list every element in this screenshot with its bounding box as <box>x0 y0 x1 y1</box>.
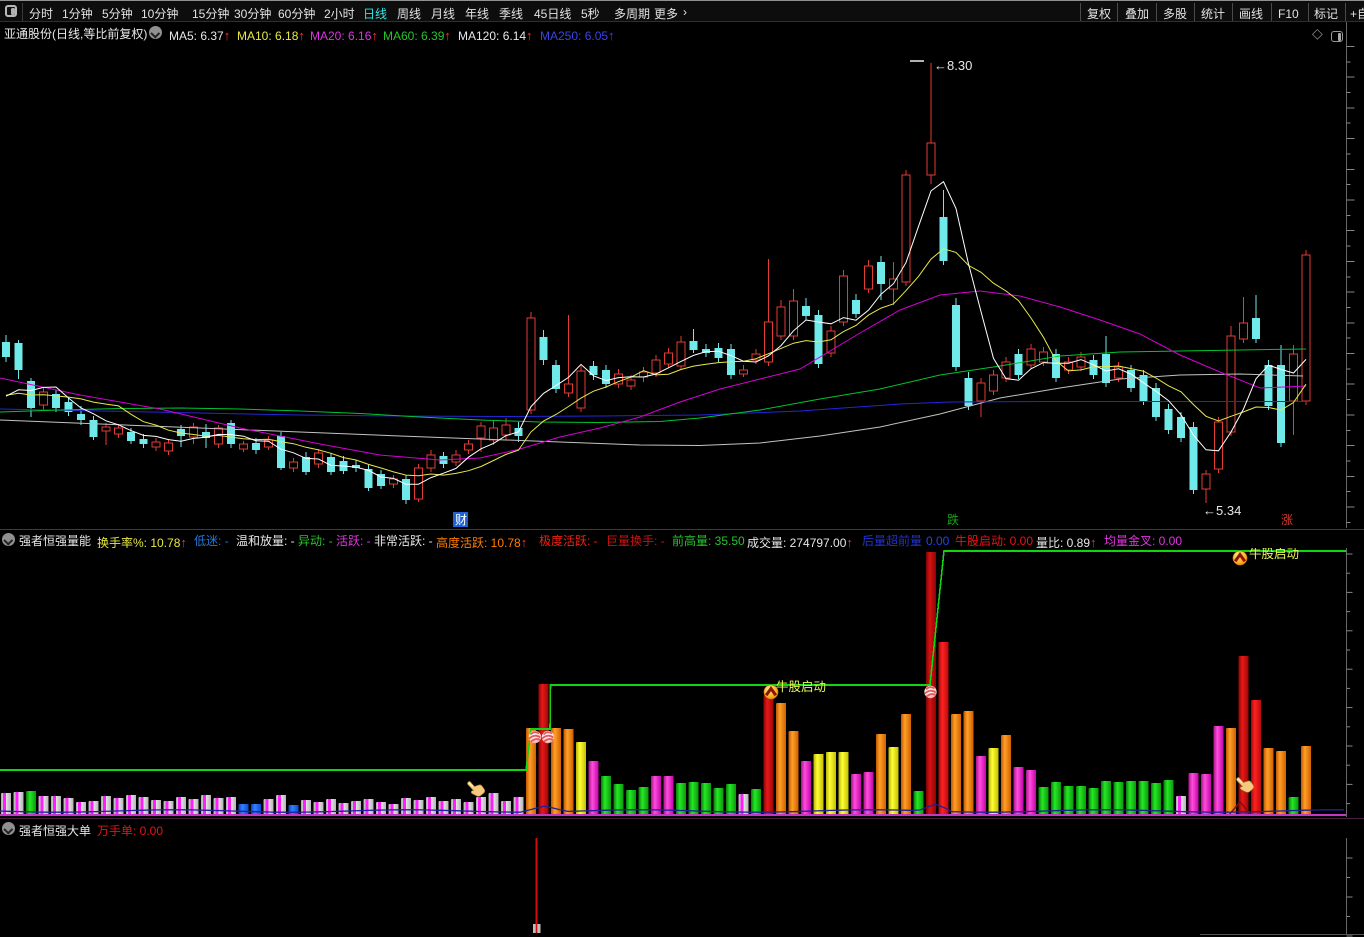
svg-text:跌: 跌 <box>947 511 959 528</box>
svg-text:财: 财 <box>455 511 467 528</box>
svg-text:←5.34: ←5.34 <box>1203 500 1241 519</box>
svg-text:涨: 涨 <box>1281 511 1293 528</box>
svg-text:牛股启动: 牛股启动 <box>776 676 826 695</box>
svg-text:←8.30: ←8.30 <box>934 55 972 74</box>
svg-text:牛股启动: 牛股启动 <box>1249 548 1299 562</box>
